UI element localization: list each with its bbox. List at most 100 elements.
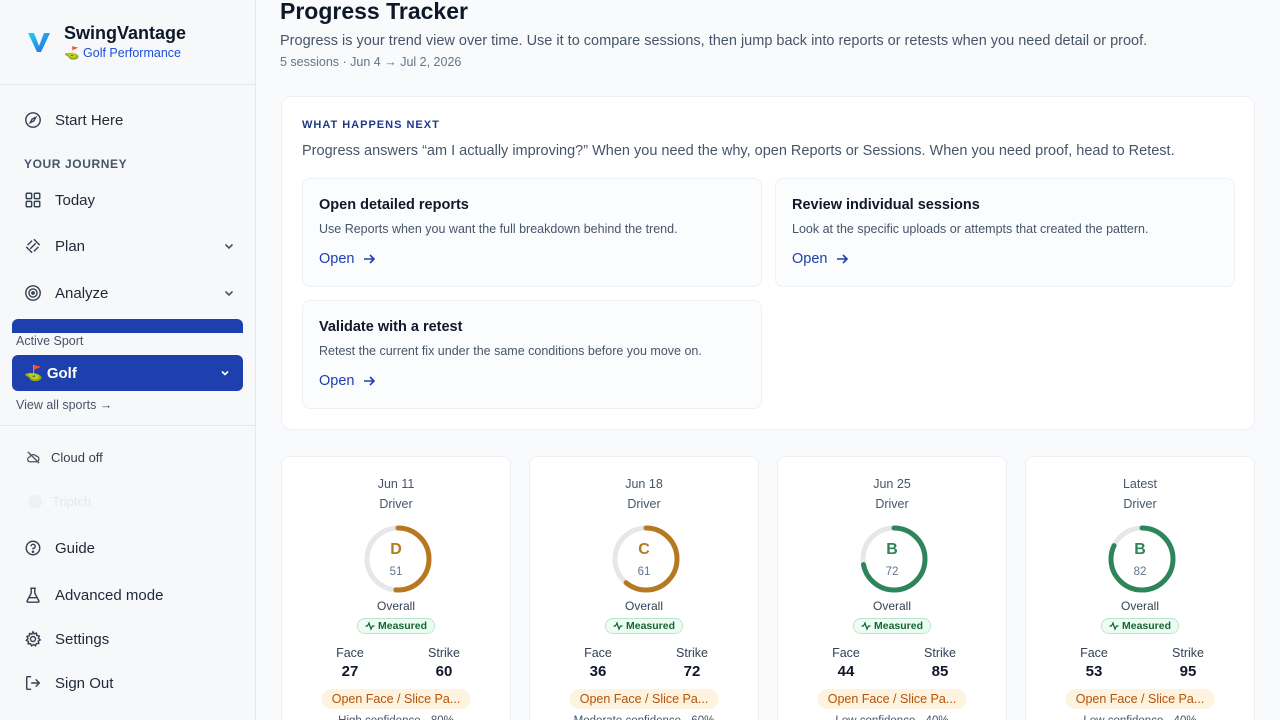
chevron-down-icon xyxy=(224,290,234,297)
nav-label: Start Here xyxy=(55,111,124,129)
strike-value: 95 xyxy=(1179,663,1197,680)
help-circle-icon xyxy=(25,540,41,556)
session-score: 82 xyxy=(1133,566,1147,578)
open-reports-link[interactable]: Open xyxy=(319,251,376,267)
grid-icon xyxy=(25,192,41,208)
score-ring-fill xyxy=(860,525,928,593)
overall-label: Overall xyxy=(624,599,663,613)
brand-name: SwingVantage xyxy=(64,23,187,43)
view-all-sports-link[interactable]: View all sports → xyxy=(16,398,113,412)
arrow-right-icon xyxy=(837,254,849,264)
cloud-status[interactable]: Cloud off xyxy=(26,450,103,465)
section-label: YOUR JOURNEY xyxy=(24,157,128,171)
measured-label: Measured xyxy=(625,620,676,632)
measured-label: Measured xyxy=(873,620,924,632)
session-club: Driver xyxy=(379,497,413,511)
nav-guide[interactable]: Guide xyxy=(24,539,236,557)
score-ring-fill xyxy=(364,525,432,593)
strike-value: 72 xyxy=(683,663,701,680)
measured-badge: Measured xyxy=(356,618,436,634)
action-title: Validate with a retest xyxy=(319,319,463,335)
open-sessions-link[interactable]: Open xyxy=(792,251,849,267)
cloud-status-label: Cloud off xyxy=(51,450,103,465)
action-title: Review individual sessions xyxy=(792,197,980,213)
open-retest-link[interactable]: Open xyxy=(319,373,376,389)
session-card[interactable]: Jun 25 Driver B 72 Overall Measured Face… xyxy=(777,456,1007,720)
dumbbell-icon xyxy=(25,238,41,254)
action-desc: Retest the current fix under the same co… xyxy=(319,344,702,358)
strike-value: 85 xyxy=(931,663,949,680)
brand[interactable]: SwingVantage ⛳ Golf Performance xyxy=(26,22,186,61)
score-ring xyxy=(1108,525,1176,593)
next-text: Progress answers “am I actually improvin… xyxy=(302,143,1175,159)
session-club: Driver xyxy=(627,497,661,511)
pulse-icon xyxy=(365,621,375,631)
session-score: 51 xyxy=(389,566,403,578)
strike-value: 60 xyxy=(435,663,453,680)
face-label: Face xyxy=(1080,646,1108,660)
session-score: 61 xyxy=(637,566,651,578)
nav-label: Today xyxy=(55,191,96,209)
face-value: 36 xyxy=(589,663,607,680)
action-title: Open detailed reports xyxy=(319,197,469,213)
nav-start-here[interactable]: Start Here xyxy=(24,111,236,129)
face-label: Face xyxy=(832,646,860,660)
confidence-text: Low confidence · 40% xyxy=(1026,715,1254,720)
strike-label: Strike xyxy=(1172,646,1204,660)
target-icon xyxy=(25,285,41,301)
nav-plan[interactable]: Plan xyxy=(24,237,236,255)
pattern-pill: Open Face / Slice Pa... xyxy=(817,689,967,709)
nav-label: Advanced mode xyxy=(55,586,164,604)
session-card[interactable]: Jun 18 Driver C 61 Overall Measured Face… xyxy=(529,456,759,720)
faded-icon xyxy=(28,494,42,509)
flask-icon xyxy=(26,587,40,603)
sport-select[interactable]: ⛳ Golf xyxy=(12,355,243,391)
pulse-icon xyxy=(1109,621,1119,631)
arrow-right-icon xyxy=(364,254,376,264)
nav-today[interactable]: Today xyxy=(24,191,236,209)
session-date: Jun 18 xyxy=(625,477,663,491)
action-link-label: Open xyxy=(319,373,355,389)
overall-label: Overall xyxy=(376,599,415,613)
face-value: 44 xyxy=(837,663,855,680)
strike-label: Strike xyxy=(676,646,708,660)
action-desc: Look at the specific uploads or attempts… xyxy=(792,222,1149,236)
score-ring xyxy=(364,525,432,593)
measured-label: Measured xyxy=(377,620,428,632)
nav-settings[interactable]: Settings xyxy=(24,630,236,648)
sidebar: SwingVantage ⛳ Golf Performance Start He… xyxy=(0,0,256,720)
nav-label: Plan xyxy=(55,237,86,255)
session-grade: B xyxy=(1134,541,1146,558)
face-label: Face xyxy=(584,646,612,660)
session-card[interactable]: Jun 11 Driver D 51 Overall Measured Face… xyxy=(281,456,511,720)
session-date: Jun 25 xyxy=(873,477,911,491)
nav-analyze[interactable]: Analyze xyxy=(24,284,236,302)
pattern-pill: Open Face / Slice Pa... xyxy=(1065,689,1215,709)
pattern-pill: Open Face / Slice Pa... xyxy=(321,689,471,709)
action-reports: Open detailed reports Use Reports when y… xyxy=(302,178,762,287)
action-sessions: Review individual sessions Look at the s… xyxy=(775,178,1235,287)
arrow-right-icon xyxy=(364,376,376,386)
compass-icon xyxy=(25,112,41,128)
pulse-icon xyxy=(613,621,623,631)
active-sport-label: Active Sport xyxy=(16,334,246,348)
strike-label: Strike xyxy=(924,646,956,660)
cloud-off-icon xyxy=(26,451,40,464)
overall-label: Overall xyxy=(872,599,911,613)
session-date: Latest xyxy=(1122,477,1158,491)
score-ring xyxy=(860,525,928,593)
nav-sign-out[interactable]: Sign Out xyxy=(24,674,236,692)
overall-label: Overall xyxy=(1120,599,1159,613)
session-score: 72 xyxy=(885,566,899,578)
measured-label: Measured xyxy=(1121,620,1172,632)
page-title: Progress Tracker xyxy=(280,0,468,24)
faded-label: Triptch xyxy=(52,494,92,509)
nav-label: Sign Out xyxy=(55,674,114,692)
nav-advanced-mode[interactable]: Advanced mode xyxy=(24,586,236,604)
face-label: Face xyxy=(336,646,364,660)
sport-select-value: ⛳ Golf xyxy=(24,365,77,382)
session-card[interactable]: Latest Driver B 82 Overall Measured Face… xyxy=(1025,456,1255,720)
what-happens-next-card: WHAT HAPPENS NEXT Progress answers “am I… xyxy=(281,96,1255,430)
nav-label: Analyze xyxy=(55,284,109,302)
nav-label: Guide xyxy=(55,539,96,557)
